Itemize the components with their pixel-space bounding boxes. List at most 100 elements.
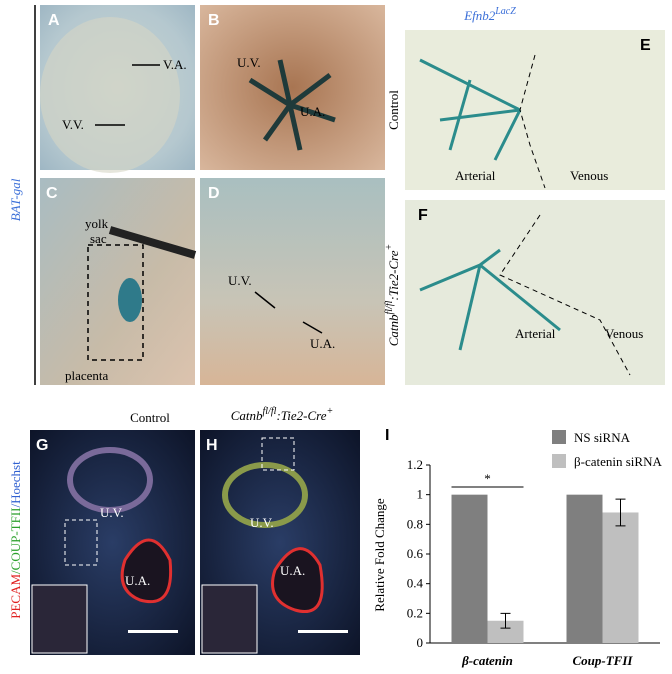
boundary xyxy=(519,54,546,189)
panel-letter: B xyxy=(208,12,220,29)
label-part: :Tie2-Cre xyxy=(386,250,401,300)
panel-f: F Catnbfl/fl:Tie2-Cre+ Arterial Venous xyxy=(384,200,665,385)
arrow xyxy=(302,321,323,334)
inset xyxy=(201,584,258,654)
label: Venous xyxy=(605,326,643,341)
label: U.A. xyxy=(280,563,305,578)
x-tick-label: β-catenin xyxy=(461,653,513,668)
vessel xyxy=(120,538,173,603)
bat-gal-label: BAT-gal xyxy=(8,178,23,221)
arrow xyxy=(254,291,276,309)
panel-e: E Control Arterial Venous xyxy=(386,30,665,190)
vessels xyxy=(419,58,522,161)
label-part: + xyxy=(327,406,334,417)
panel-letter: G xyxy=(36,437,48,454)
y-tick-label: 1 xyxy=(417,487,424,502)
label: U.V. xyxy=(228,273,252,288)
row-label: Catnbfl/fl:Tie2-Cre+ xyxy=(384,244,401,347)
legend-label: NS siRNA xyxy=(574,430,631,445)
legend-swatch xyxy=(552,454,566,468)
panel-c: C yolk sac placenta xyxy=(40,178,197,385)
panel-letter: F xyxy=(418,207,428,224)
label: U.A. xyxy=(300,104,325,119)
label: Arterial xyxy=(455,168,496,183)
panel-letter: C xyxy=(46,185,58,202)
scale-bar xyxy=(128,630,178,633)
bar xyxy=(451,494,488,643)
vessels xyxy=(248,59,336,151)
label-part: /COUP-TFII xyxy=(8,507,23,573)
inset-box xyxy=(261,437,295,471)
photo xyxy=(200,178,385,385)
label: U.V. xyxy=(250,515,274,530)
panel-h: Catnbfl/fl:Tie2-Cre+ H U.V. U.A. xyxy=(200,406,360,655)
column-label: Control xyxy=(130,410,170,425)
panel-g: Control G U.V. U.A. xyxy=(30,410,195,655)
error-bar xyxy=(500,612,511,629)
legend-swatch xyxy=(552,430,566,444)
inset-box xyxy=(64,519,98,566)
vessels xyxy=(419,248,561,351)
bar xyxy=(487,620,524,643)
title-sup: LacZ xyxy=(494,6,516,17)
label: V.V. xyxy=(62,117,84,132)
y-tick-label: 0.2 xyxy=(407,605,423,620)
label-part: + xyxy=(384,244,395,251)
label-part: fl/fl xyxy=(384,300,395,314)
label-part: fl/fl xyxy=(263,406,277,417)
embryo xyxy=(40,17,180,173)
y-tick-label: 0 xyxy=(417,635,424,650)
panel-letter: I xyxy=(385,427,389,444)
row-label: Control xyxy=(386,90,401,130)
label: U.A. xyxy=(310,336,335,351)
y-tick-label: 0.8 xyxy=(407,516,423,531)
label: yolk xyxy=(85,216,109,231)
label: sac xyxy=(90,231,107,246)
forceps xyxy=(108,226,197,259)
label: U.V. xyxy=(237,55,261,70)
photo xyxy=(405,200,665,385)
legend-label: β-catenin siRNA xyxy=(574,454,662,469)
inset xyxy=(31,584,88,654)
x-tick-label: Coup-TFII xyxy=(573,653,634,668)
label: Venous xyxy=(570,168,608,183)
vessel xyxy=(271,547,324,613)
vessel xyxy=(67,447,153,513)
photo xyxy=(405,30,665,190)
y-tick-label: 0.6 xyxy=(407,546,424,561)
label-part: PECAM xyxy=(8,574,23,619)
panel-b: B U.V. U.A. xyxy=(200,5,385,170)
scale-bar xyxy=(298,630,348,633)
photo xyxy=(200,5,385,170)
stain-label: PECAM/COUP-TFII/Hoechst xyxy=(8,461,23,619)
significance-mark: * xyxy=(484,471,491,486)
label: V.A. xyxy=(163,57,187,72)
vessel xyxy=(118,278,142,322)
title-base: Efnb2 xyxy=(463,8,496,23)
label: U.V. xyxy=(100,505,124,520)
label: U.A. xyxy=(125,573,150,588)
panel-letter: A xyxy=(48,12,60,29)
label-part: Catnb xyxy=(231,408,263,423)
bar xyxy=(566,494,603,643)
y-axis-label: Relative Fold Change xyxy=(372,498,387,612)
label: placenta xyxy=(65,368,109,383)
panel-letter: D xyxy=(208,185,220,202)
panel-letter: E xyxy=(640,37,651,54)
label-part: Catnb xyxy=(386,314,401,346)
boundary xyxy=(499,214,631,376)
y-tick-label: 0.4 xyxy=(407,576,424,591)
label: Arterial xyxy=(515,326,556,341)
efnb2-title: Efnb2LacZ xyxy=(463,6,516,23)
vessel xyxy=(222,462,308,528)
error-bar xyxy=(615,498,626,527)
inset-box xyxy=(87,244,144,361)
column-label: Catnbfl/fl:Tie2-Cre+ xyxy=(231,406,334,423)
bar xyxy=(602,512,639,643)
label-part: :Tie2-Cre xyxy=(276,408,326,423)
y-tick-label: 1.2 xyxy=(407,457,423,472)
panel-letter: H xyxy=(206,437,218,454)
panel-d: D U.V. U.A. xyxy=(200,178,385,385)
panel-a: A V.A. V.V. xyxy=(40,5,195,173)
